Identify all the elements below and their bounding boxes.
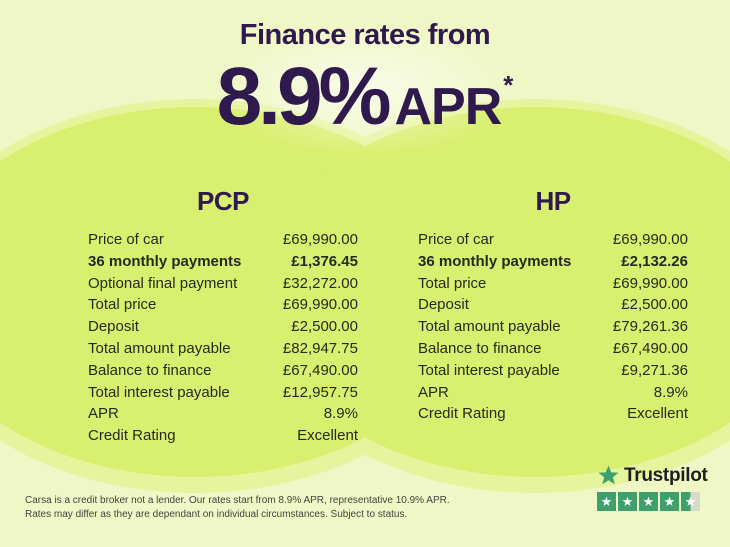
disclaimer-line-1: Carsa is a credit broker not a lender. O…	[25, 495, 450, 506]
finance-row-label: Total price	[418, 274, 487, 292]
trustpilot-rating-star: ★	[618, 492, 637, 511]
finance-row-label: Balance to finance	[418, 339, 542, 357]
finance-row-value: £67,490.00	[612, 339, 688, 357]
finance-row: Total amount payable £79,261.36	[418, 316, 688, 338]
star-icon: ★	[684, 494, 697, 509]
finance-row-label: 36 monthly payments	[418, 252, 572, 270]
disclaimer-line-2: Rates may differ as they are dependant o…	[25, 509, 408, 520]
finance-row-value: £67,490.00	[282, 361, 358, 379]
finance-row-label: Total interest payable	[88, 383, 230, 401]
finance-row: Balance to finance £67,490.00	[418, 338, 688, 360]
finance-row: 36 monthly payments £1,376.45	[88, 251, 358, 273]
finance-row-label: Price of car	[88, 231, 164, 248]
banner-title: Finance rates from	[239, 19, 491, 51]
finance-row: Total interest payable £12,957.75	[88, 382, 358, 404]
pcp-rows: Price of car £69,990.00 36 monthly payment…	[88, 229, 358, 447]
trustpilot-logo: Trustpilot	[597, 464, 708, 487]
background-circle-right	[260, 107, 730, 477]
finance-row-label: Total amount payable	[418, 318, 561, 336]
trustpilot-rating-star: ★	[639, 492, 658, 511]
finance-row-value: £79,261.36	[612, 318, 688, 336]
finance-row-label: APR	[88, 405, 119, 423]
finance-row-value: £2,500.00	[621, 296, 688, 314]
headline-rate: 8.9% APR *	[0, 50, 730, 144]
finance-row-value: 8.9%	[653, 383, 688, 401]
finance-row: Price of car £69,990.00	[418, 229, 688, 251]
star-icon: ★	[642, 494, 655, 509]
finance-row-label: Credit Rating	[88, 427, 176, 445]
finance-row-label: Deposit	[418, 296, 469, 314]
finance-row-value: Excellent	[627, 405, 688, 423]
trustpilot-wordmark: Trustpilot	[624, 464, 708, 486]
finance-row-value: £69,990.00	[282, 296, 358, 314]
finance-row-label: Optional final payment	[88, 274, 238, 292]
finance-row: APR 8.9%	[418, 382, 688, 404]
finance-row-value: £9,271.36	[621, 361, 688, 379]
finance-row: Total interest payable £9,271.36	[418, 360, 688, 382]
finance-row-value: £1,376.45	[291, 252, 358, 270]
trustpilot-widget: Trustpilot ★ ★ ★ ★ ★	[597, 464, 708, 511]
pcp-column: PCP Price of car £69,990.00 36 monthly pay…	[88, 186, 358, 447]
trustpilot-rating-star: ★	[660, 492, 679, 511]
finance-row-label: 36 monthly payments	[88, 252, 242, 270]
trustpilot-star-icon	[597, 464, 620, 487]
finance-row: Balance to finance £67,490.00	[88, 360, 358, 382]
finance-row-value: £12,957.75	[282, 383, 358, 401]
rate-apr-label: APR	[394, 78, 502, 136]
star-icon: ★	[663, 494, 676, 509]
rate-asterisk: *	[503, 70, 514, 100]
finance-row: Total price £69,990.00	[418, 273, 688, 295]
finance-row-value: £2,132.26	[621, 252, 688, 270]
disclaimer: Carsa is a credit broker not a lender. O…	[25, 494, 450, 522]
finance-row: 36 monthly payments £2,132.26	[418, 251, 688, 273]
finance-row-label: Total price	[88, 296, 157, 314]
finance-row-value: £69,990.00	[612, 231, 688, 248]
trustpilot-rating-star: ★	[597, 492, 616, 511]
finance-row-value: £69,990.00	[282, 231, 358, 248]
finance-row-label: Price of car	[418, 231, 494, 248]
trustpilot-rating: ★ ★ ★ ★ ★	[597, 492, 708, 511]
finance-row-label: Total interest payable	[418, 361, 560, 379]
finance-row: Optional final payment £32,272.00	[88, 273, 358, 295]
finance-row: Price of car £69,990.00	[88, 229, 358, 251]
rate-value: 8.9%	[216, 51, 392, 142]
finance-row: Credit Rating Excellent	[418, 403, 688, 425]
finance-row-value: Excellent	[297, 427, 358, 445]
finance-row: APR 8.9%	[88, 403, 358, 425]
finance-row-label: Deposit	[88, 318, 139, 336]
star-icon: ★	[600, 494, 613, 509]
trustpilot-rating-star: ★	[681, 492, 700, 511]
finance-row: Deposit £2,500.00	[418, 294, 688, 316]
star-icon: ★	[621, 494, 634, 509]
hp-column-title: HP	[535, 186, 571, 216]
hp-rows: Price of car £69,990.00 36 monthly payment…	[418, 229, 688, 425]
finance-row-value: £32,272.00	[282, 274, 358, 292]
finance-row-value: £2,500.00	[291, 318, 358, 336]
finance-row-label: Credit Rating	[418, 405, 506, 423]
pcp-column-title: PCP	[197, 186, 249, 216]
hp-column: HP Price of car £69,990.00 36 monthly paym…	[418, 186, 688, 425]
finance-row-value: £82,947.75	[282, 339, 358, 357]
finance-row: Total amount payable £82,947.75	[88, 338, 358, 360]
finance-row-value: 8.9%	[323, 405, 358, 423]
finance-row: Deposit £2,500.00	[88, 316, 358, 338]
finance-row-label: APR	[418, 383, 449, 401]
finance-row-label: Total amount payable	[88, 339, 231, 357]
finance-row-label: Balance to finance	[88, 361, 212, 379]
background-glow	[205, 18, 525, 158]
finance-row: Credit Rating Excellent	[88, 425, 358, 447]
finance-row-value: £69,990.00	[612, 274, 688, 292]
finance-row: Total price £69,990.00	[88, 294, 358, 316]
